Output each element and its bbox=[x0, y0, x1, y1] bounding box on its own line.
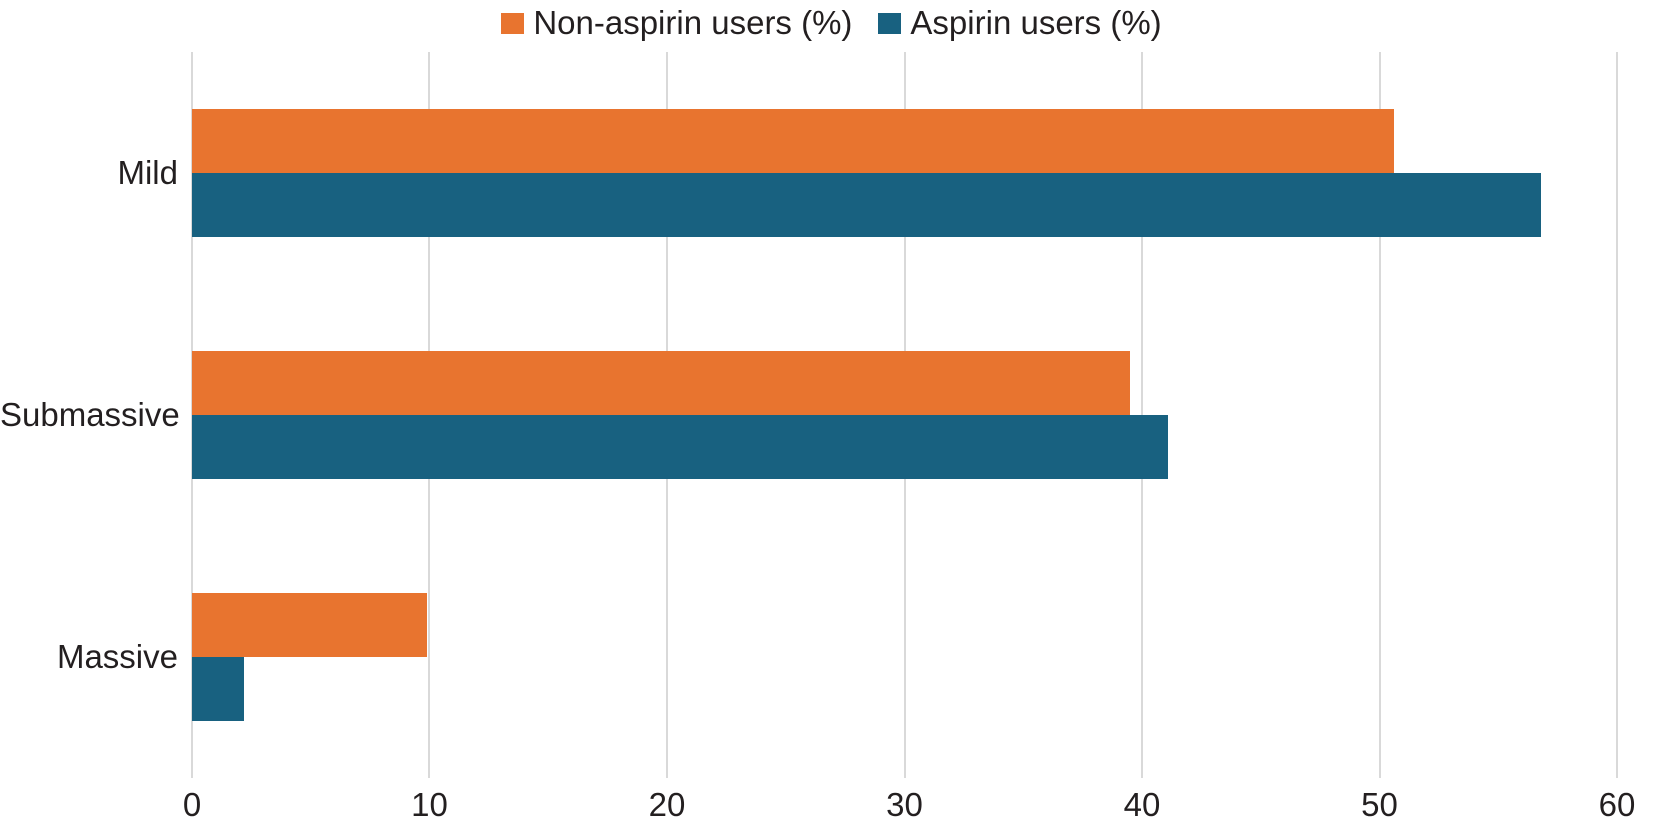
gridline-x-50 bbox=[1378, 52, 1381, 778]
legend-item-aspirin-users: Aspirin users (%) bbox=[878, 3, 1162, 43]
plot-area bbox=[191, 52, 1618, 778]
legend-swatch-non-aspirin-icon bbox=[501, 12, 525, 34]
bar-aspirin-users-submassive bbox=[192, 415, 1169, 479]
bar-aspirin-users-massive bbox=[192, 657, 245, 721]
bar-non-aspirin-users-mild bbox=[192, 109, 1394, 173]
bar-non-aspirin-users-massive bbox=[192, 593, 428, 657]
category-axis: Mild Submassive Massive bbox=[0, 52, 180, 778]
x-tick-label-20: 20 bbox=[648, 786, 686, 823]
category-label-mild: Mild bbox=[117, 154, 178, 191]
bar-non-aspirin-users-submassive bbox=[192, 351, 1131, 415]
gridline-x-60 bbox=[1616, 52, 1618, 778]
legend-item-non-aspirin-users: Non-aspirin users (%) bbox=[501, 3, 852, 43]
x-tick-label-50: 50 bbox=[1361, 786, 1398, 823]
legend-swatch-aspirin-icon bbox=[878, 12, 902, 34]
category-label-massive: Massive bbox=[56, 638, 178, 675]
value-axis: 0 10 20 30 40 50 60 bbox=[183, 783, 1636, 827]
x-tick-label-0: 0 bbox=[182, 786, 202, 823]
x-tick-label-10: 10 bbox=[411, 786, 448, 823]
x-tick-label-30: 30 bbox=[886, 786, 923, 823]
legend-label-non-aspirin-users: Non-aspirin users (%) bbox=[533, 4, 853, 41]
legend-label-aspirin-users: Aspirin users (%) bbox=[910, 4, 1162, 41]
x-tick-label-60: 60 bbox=[1598, 786, 1636, 823]
bar-aspirin-users-mild bbox=[192, 173, 1541, 237]
category-label-submassive: Submassive bbox=[0, 396, 180, 433]
x-tick-label-40: 40 bbox=[1123, 786, 1161, 823]
legend: Non-aspirin users (%) Aspirin users (%) bbox=[0, 0, 1663, 46]
